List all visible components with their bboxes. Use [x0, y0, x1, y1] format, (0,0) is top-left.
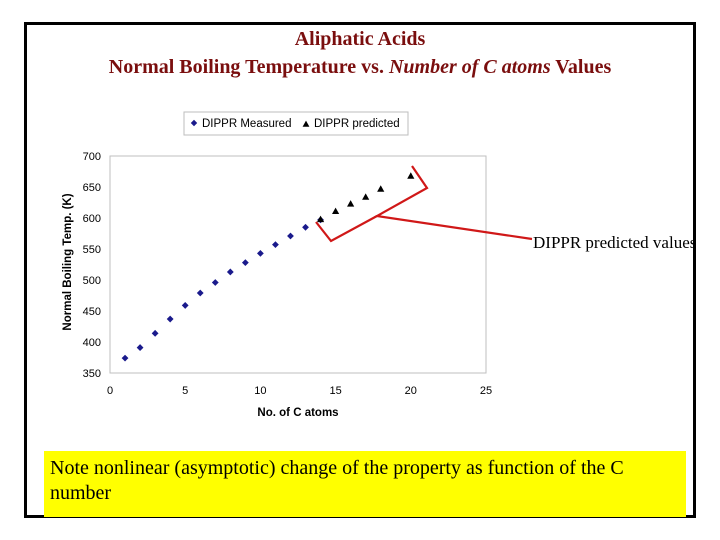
y-tick-label: 400	[83, 337, 101, 349]
predicted-point	[347, 200, 355, 207]
measured-point	[287, 232, 294, 240]
x-tick-label: 15	[329, 385, 341, 397]
legend-marker-predicted	[302, 120, 310, 127]
x-tick-label: 20	[405, 385, 417, 397]
y-tick-label: 550	[83, 244, 101, 256]
legend: DIPPR Measured DIPPR predicted	[183, 111, 409, 136]
legend-box	[183, 111, 409, 136]
predicted-point	[316, 215, 325, 223]
measured-point	[257, 249, 264, 257]
measured-point	[302, 223, 309, 231]
measured-point	[121, 354, 129, 362]
measured-point	[181, 302, 189, 309]
callout-arrow-bracket	[373, 165, 533, 241]
predicted-point	[362, 193, 370, 200]
x-tick-labels: 0 5 10 15 20 25	[107, 385, 492, 397]
subtitle-italic: Number of C atoms	[388, 56, 551, 78]
x-tick-label: 5	[182, 385, 188, 397]
y-tick-label: 600	[83, 213, 101, 225]
measured-point	[241, 259, 249, 267]
slide-subtitle: Normal Boiling Temperature vs. Number of…	[0, 56, 720, 79]
x-tick-label: 10	[254, 385, 266, 397]
plot-area	[109, 155, 487, 374]
measured-point	[226, 268, 234, 276]
legend-label-measured: DIPPR Measured	[202, 118, 291, 130]
predicted-point	[377, 185, 385, 192]
measured-point	[151, 329, 159, 337]
slide-title: Aliphatic Acids	[294, 28, 426, 50]
measured-point	[196, 289, 204, 297]
predicted-point	[332, 207, 340, 215]
callout-label: DIPPR predicted values	[533, 233, 697, 252]
legend-marker-measured	[190, 119, 198, 127]
measured-point	[136, 344, 144, 351]
y-tick-label: 500	[83, 275, 101, 287]
legend-label-predicted: DIPPR predicted	[314, 118, 400, 130]
y-tick-label: 700	[83, 151, 101, 163]
predicted-point	[407, 172, 415, 179]
y-tick-labels: 350 400 450 500 550 600 650 700	[83, 151, 101, 380]
x-tick-label: 0	[107, 385, 113, 397]
measured-point	[211, 279, 219, 286]
measured-point	[166, 315, 174, 323]
x-axis-title: No. of C atoms	[257, 407, 338, 419]
subtitle-part-1: Normal Boiling Temperature vs.	[108, 56, 389, 78]
y-tick-label: 650	[83, 182, 101, 194]
series-predicted	[316, 172, 415, 223]
x-tick-label: 25	[480, 385, 492, 397]
callout-arrow-lower	[315, 215, 378, 243]
y-tick-label: 350	[83, 368, 101, 380]
note-box: Note nonlinear (asymptotic) change of th…	[44, 451, 686, 517]
y-tick-label: 450	[83, 306, 101, 318]
measured-point	[272, 241, 279, 249]
subtitle-part-2: Values	[550, 56, 612, 78]
y-axis-title: Normal Boiling Temp. (K)	[62, 193, 74, 330]
callout-arrows	[315, 165, 533, 243]
